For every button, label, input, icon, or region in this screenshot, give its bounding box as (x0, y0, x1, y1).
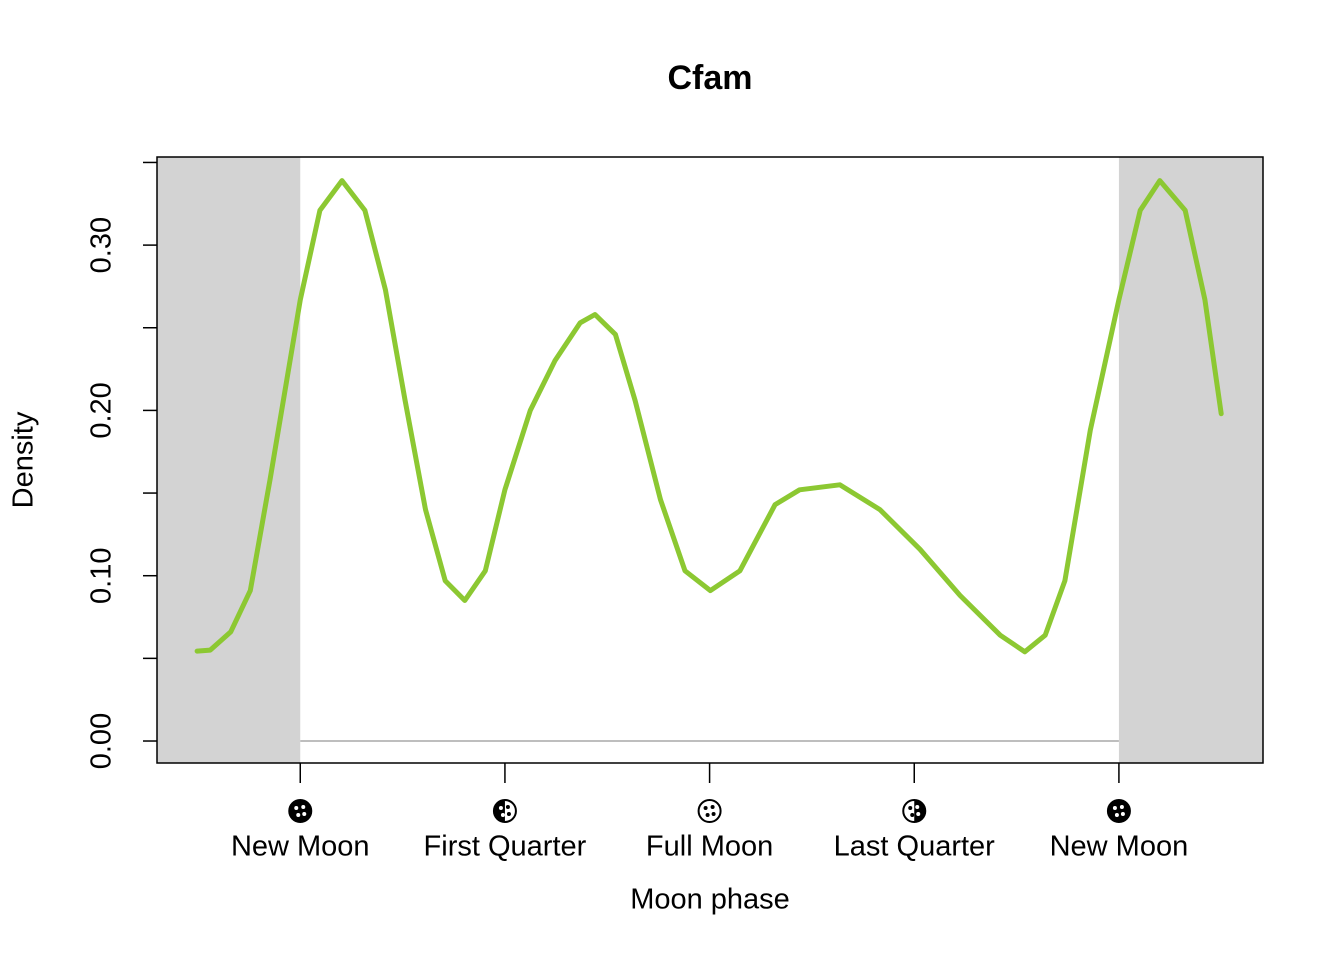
moon-crater (498, 806, 503, 810)
plot-frame (156, 156, 1264, 764)
x-tick-label: Full Moon (646, 831, 773, 863)
shade-band (157, 157, 301, 763)
moon-crater (710, 805, 715, 809)
x-tick-label: New Moon (231, 831, 370, 863)
y-tick-label: 0.00 (86, 713, 118, 769)
density-line (194, 178, 1224, 655)
moon-disc (697, 799, 722, 823)
moon-shadow (493, 800, 505, 822)
moon-shadow (914, 800, 926, 822)
x-tick-label: First Quarter (424, 831, 587, 863)
y-tick-label: 0.20 (86, 382, 118, 438)
x-axis-label: Moon phase (630, 884, 790, 916)
moon-crater (711, 812, 716, 816)
moon-crater (302, 812, 307, 816)
moon-icon (288, 799, 313, 823)
moon-crater (294, 806, 299, 810)
moon-crater (500, 813, 505, 817)
moon-crater (301, 805, 306, 809)
moon-crater (296, 813, 301, 817)
chart-title: Cfam (667, 59, 752, 97)
moon-crater (1114, 813, 1119, 817)
moon-icon (902, 799, 927, 823)
y-tick-label: 0.10 (86, 547, 118, 603)
moon-crater (916, 812, 921, 816)
moon-icon (697, 799, 722, 823)
shade-band (1118, 157, 1263, 763)
moon-crater (908, 806, 913, 810)
moon-crater (1112, 806, 1117, 810)
moon-crater (915, 805, 920, 809)
moon-icon (492, 799, 517, 823)
x-tick-label: New Moon (1050, 831, 1189, 863)
moon-crater (1119, 805, 1124, 809)
y-axis-label: Density (8, 411, 40, 508)
moon-crater (705, 813, 710, 817)
moon-icon (1106, 799, 1131, 823)
moon-disc (288, 799, 313, 823)
moon-crater (910, 813, 915, 817)
moon-crater (506, 812, 511, 816)
moon-crater (505, 805, 510, 809)
moon-crater (1120, 812, 1125, 816)
y-tick-label: 0.30 (86, 217, 118, 273)
moon-disc (1106, 799, 1131, 823)
moon-crater (703, 806, 708, 810)
x-tick-label: Last Quarter (834, 831, 996, 863)
